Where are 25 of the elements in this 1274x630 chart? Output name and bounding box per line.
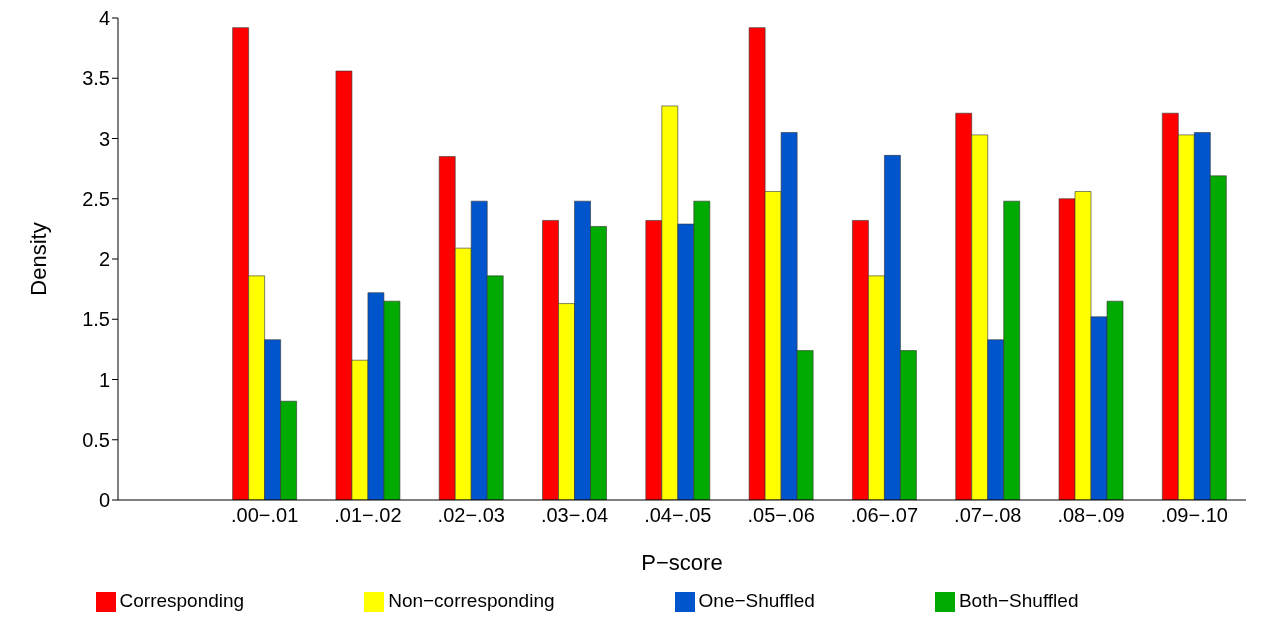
legend-label: One−Shuffled — [698, 590, 815, 611]
x-tick-label: .07−.08 — [954, 504, 1022, 527]
x-tick-label: .01−.02 — [334, 504, 402, 527]
legend-label: Non−corresponding — [388, 590, 555, 611]
x-tick-label: .04−.05 — [644, 504, 712, 527]
x-tick-label: .08−.09 — [1057, 504, 1125, 527]
x-tick-label: .06−.07 — [850, 504, 919, 527]
x-tick-label: .05−.06 — [747, 504, 815, 527]
y-tick-label: 1 — [98, 368, 110, 391]
legend-label: Corresponding — [119, 590, 245, 611]
y-axis-title: Density — [25, 222, 51, 296]
y-tick-label: 0 — [98, 489, 110, 512]
y-tick-label: 0.5 — [82, 428, 110, 451]
x-tick-label: .00−.01 — [231, 504, 299, 527]
y-tick-label: 2.5 — [82, 187, 110, 210]
y-tick-label: 3.5 — [82, 67, 110, 90]
y-tick-label: 2 — [98, 248, 110, 271]
y-tick-label: 4 — [98, 7, 110, 30]
y-tick-label: 3 — [98, 127, 110, 150]
x-tick-label: .02−.03 — [437, 504, 505, 527]
x-tick-label: .03−.04 — [540, 504, 609, 527]
x-tick-label: .09−.10 — [1160, 504, 1228, 527]
x-axis-title: P−score — [641, 550, 723, 575]
legend-label: Both−Shuffled — [958, 590, 1079, 611]
y-tick-label: 1.5 — [82, 308, 110, 331]
